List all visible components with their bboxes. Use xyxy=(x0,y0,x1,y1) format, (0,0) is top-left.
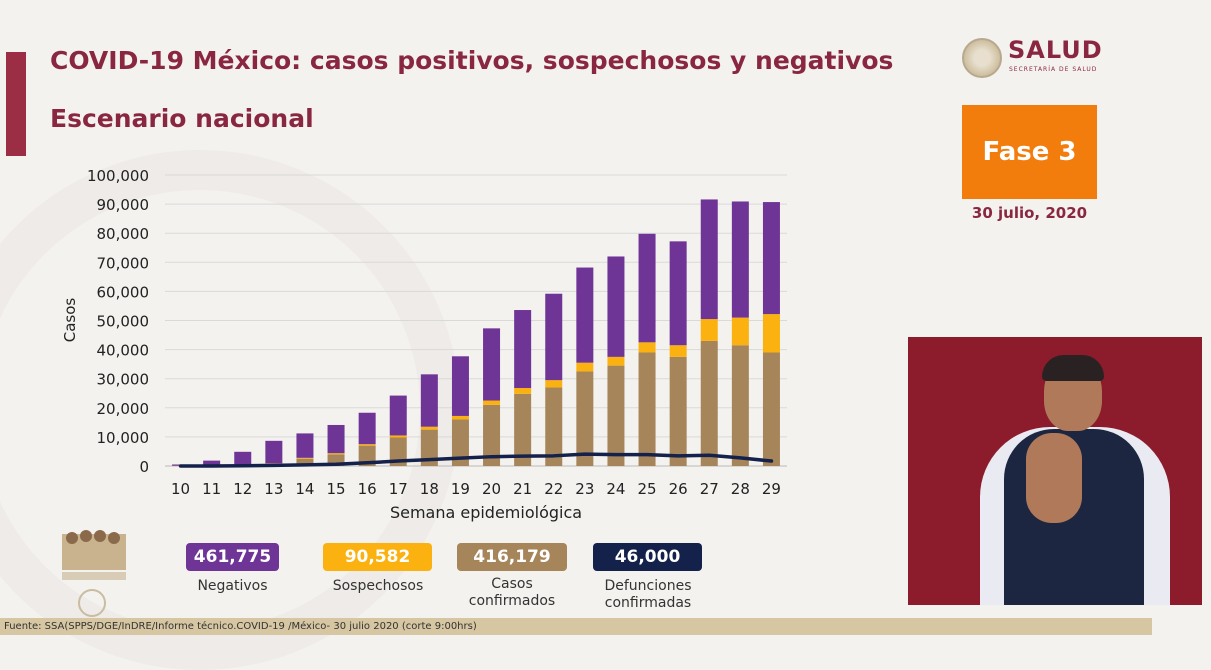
x-tick-label: 28 xyxy=(731,480,750,498)
bar-sospechosos xyxy=(359,444,376,445)
bar-confirmados xyxy=(732,345,749,466)
bar-sospechosos xyxy=(514,388,531,394)
interpreter-hair xyxy=(1042,355,1104,381)
bar-confirmados xyxy=(763,353,780,466)
bar-sospechosos xyxy=(483,401,500,405)
x-tick-label: 19 xyxy=(451,480,470,498)
sign-language-interpreter xyxy=(908,337,1202,605)
x-tick-label: 21 xyxy=(513,480,532,498)
bar-sospechosos xyxy=(576,363,593,372)
negativos-label: Negativos xyxy=(186,578,279,595)
sospechosos-badge: 90,582 xyxy=(323,543,432,571)
x-tick-label: 29 xyxy=(762,480,781,498)
bar-negativos xyxy=(639,234,656,343)
y-tick-label: 40,000 xyxy=(97,342,150,360)
bar-negativos xyxy=(483,328,500,400)
bar-confirmados xyxy=(639,353,656,466)
bar-negativos xyxy=(328,425,345,453)
bar-sospechosos xyxy=(670,345,687,357)
bar-negativos xyxy=(732,201,749,317)
small-seal-icon xyxy=(78,589,106,617)
x-tick-label: 23 xyxy=(575,480,594,498)
defunciones-label: Defunciones confirmadas xyxy=(588,578,708,612)
sospechosos-label: Sospechosos xyxy=(318,578,438,595)
x-tick-label: 20 xyxy=(482,480,501,498)
bar-sospechosos xyxy=(452,416,469,419)
x-axis-label: Semana epidemiológica xyxy=(390,503,582,522)
y-tick-label: 30,000 xyxy=(97,371,150,389)
x-tick-label: 22 xyxy=(544,480,563,498)
bar-sospechosos xyxy=(639,342,656,352)
bar-confirmados xyxy=(670,357,687,466)
bar-negativos xyxy=(763,202,780,314)
source-footer: Fuente: SSA(SPPS/DGE/InDRE/Informe técni… xyxy=(0,618,1152,635)
bar-negativos xyxy=(234,452,251,465)
y-axis-label: Casos xyxy=(61,298,79,343)
historic-figures-emblem xyxy=(60,514,128,586)
x-tick-label: 25 xyxy=(638,480,657,498)
y-tick-label: 20,000 xyxy=(97,400,150,418)
y-tick-label: 10,000 xyxy=(97,429,150,447)
x-tick-label: 17 xyxy=(389,480,408,498)
bar-sospechosos xyxy=(607,357,624,366)
bar-negativos xyxy=(514,310,531,388)
bar-negativos xyxy=(390,396,407,436)
interpreter-hands xyxy=(1026,433,1082,523)
bar-sospechosos xyxy=(328,453,345,454)
bar-sospechosos xyxy=(763,314,780,352)
bar-negativos xyxy=(359,413,376,444)
x-tick-label: 15 xyxy=(327,480,346,498)
x-tick-label: 12 xyxy=(233,480,252,498)
x-tick-label: 10 xyxy=(171,480,190,498)
bar-negativos xyxy=(545,294,562,380)
y-tick-label: 60,000 xyxy=(97,283,150,301)
bar-negativos xyxy=(701,199,718,319)
bar-sospechosos xyxy=(421,427,438,430)
y-tick-label: 70,000 xyxy=(97,254,150,272)
bar-negativos xyxy=(421,374,438,426)
x-tick-label: 13 xyxy=(264,480,283,498)
bar-confirmados xyxy=(576,371,593,466)
x-tick-label: 16 xyxy=(358,480,377,498)
y-tick-label: 90,000 xyxy=(97,196,150,214)
bar-confirmados xyxy=(607,366,624,466)
bar-confirmados xyxy=(701,341,718,466)
confirmados-badge: 416,179 xyxy=(457,543,567,571)
x-tick-label: 11 xyxy=(202,480,221,498)
y-tick-label: 100,000 xyxy=(87,167,149,185)
bar-negativos xyxy=(576,268,593,363)
bar-negativos xyxy=(670,241,687,345)
y-tick-label: 0 xyxy=(139,458,149,476)
y-tick-label: 50,000 xyxy=(97,313,150,331)
negativos-badge: 461,775 xyxy=(186,543,279,571)
x-tick-label: 27 xyxy=(700,480,719,498)
bar-sospechosos xyxy=(390,435,407,437)
confirmados-label: Casos confirmados xyxy=(457,576,567,610)
x-tick-label: 24 xyxy=(606,480,625,498)
bar-negativos xyxy=(265,441,282,463)
defunciones-badge: 46,000 xyxy=(593,543,702,571)
x-tick-label: 14 xyxy=(295,480,314,498)
y-tick-label: 80,000 xyxy=(97,225,150,243)
bar-negativos xyxy=(607,256,624,356)
bar-sospechosos xyxy=(545,380,562,387)
bar-sospechosos xyxy=(296,458,313,459)
bar-negativos xyxy=(452,356,469,416)
x-tick-label: 26 xyxy=(669,480,688,498)
bar-sospechosos xyxy=(732,318,749,346)
x-tick-label: 18 xyxy=(420,480,439,498)
bar-negativos xyxy=(296,433,313,457)
bar-sospechosos xyxy=(701,319,718,341)
